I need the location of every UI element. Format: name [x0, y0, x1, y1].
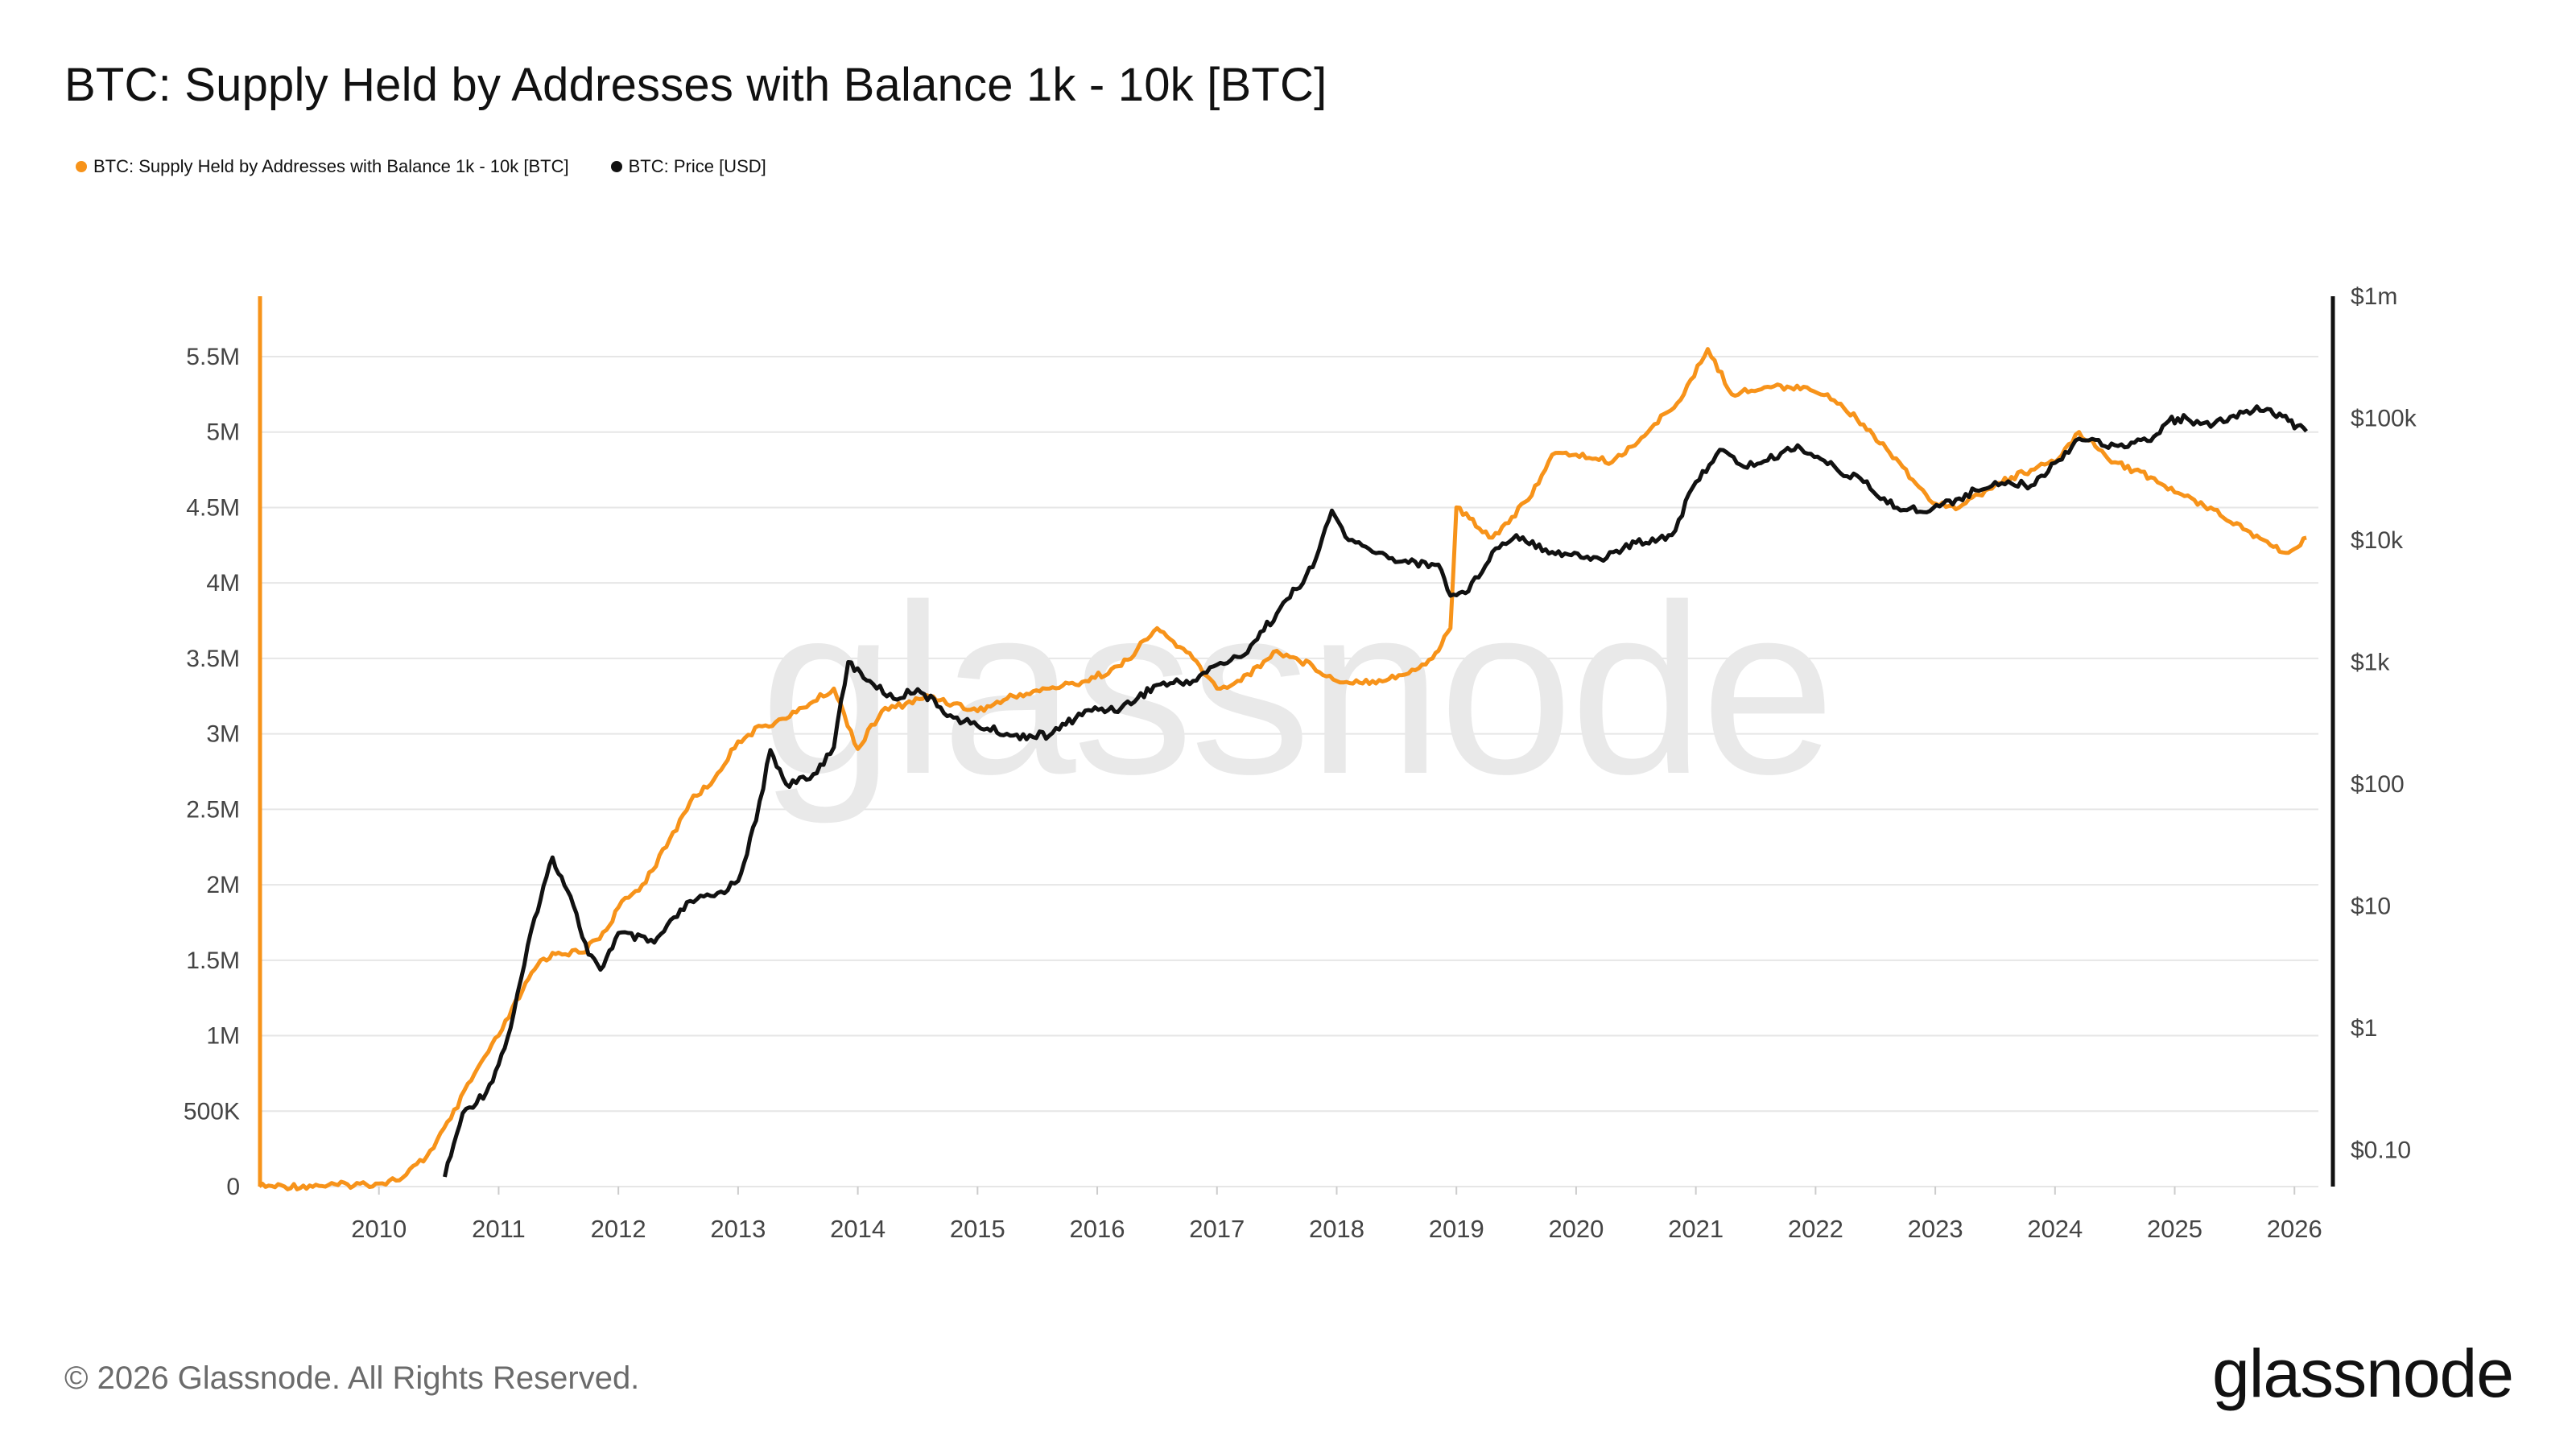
series-line-supply[interactable]	[258, 347, 2307, 1191]
y-right-tick-label: $10k	[2351, 527, 2404, 554]
x-tick-label: 2010	[351, 1215, 407, 1243]
page-title: BTC: Supply Held by Addresses with Balan…	[64, 59, 1327, 111]
brand-logo: glassnode	[2212, 1335, 2514, 1411]
legend-item-price[interactable]: BTC: Price [USD]	[610, 156, 766, 177]
x-tick-label: 2024	[2027, 1215, 2083, 1243]
y-left-tick-label: 500K	[184, 1098, 240, 1125]
x-tick-label: 2011	[472, 1215, 526, 1243]
y-right-tick-label: $1m	[2351, 283, 2397, 310]
y-left-tick-label: 4M	[206, 570, 240, 597]
x-tick-label: 2020	[1548, 1215, 1604, 1243]
y-right-tick-label: $10	[2351, 893, 2391, 919]
x-tick-label: 2017	[1189, 1215, 1245, 1243]
y-left-tick-label: 1M	[206, 1023, 240, 1050]
y-left-tick-label: 3.5M	[186, 646, 240, 672]
x-tick-label: 2016	[1070, 1215, 1125, 1243]
y-left-tick-label: 2.5M	[186, 796, 240, 823]
y-left-tick-label: 5.5M	[186, 344, 240, 370]
watermark: glassnode	[760, 554, 1832, 826]
y-right-tick-label: $1k	[2351, 649, 2390, 675]
legend-item-supply[interactable]: BTC: Supply Held by Addresses with Balan…	[76, 156, 569, 177]
y-left-tick-label: 5M	[206, 419, 240, 446]
x-tick-label: 2012	[591, 1215, 646, 1243]
gridlines	[259, 355, 2318, 1113]
x-tick-label: 2021	[1668, 1215, 1724, 1243]
legend-dot-supply	[76, 161, 87, 172]
series-layer	[258, 347, 2309, 1191]
y-right-tick-label: $0.10	[2351, 1137, 2411, 1163]
y-left-tick-label: 1.5M	[186, 947, 240, 974]
legend-label-supply: BTC: Supply Held by Addresses with Balan…	[93, 156, 569, 176]
y-left-tick-label: 4.5M	[186, 494, 240, 521]
x-tick-label: 2015	[950, 1215, 1005, 1243]
y-right-tick-label: $100k	[2351, 405, 2417, 431]
x-tick-label: 2018	[1309, 1215, 1364, 1243]
copyright: © 2026 Glassnode. All Rights Reserved.	[64, 1360, 640, 1396]
legend-dot-price	[610, 161, 622, 172]
x-tick-label: 2019	[1429, 1215, 1484, 1243]
legend: BTC: Supply Held by Addresses with Balan…	[76, 156, 766, 177]
y-right-tick-label: $100	[2351, 771, 2405, 798]
x-tick-label: 2026	[2267, 1215, 2322, 1243]
series-line-price[interactable]	[443, 404, 2309, 1178]
x-tick-label: 2022	[1788, 1215, 1843, 1243]
x-tick-label: 2014	[830, 1215, 886, 1243]
y-left-tick-label: 0	[226, 1174, 240, 1200]
y-left-tick-label: 2M	[206, 872, 240, 898]
axes	[258, 296, 2335, 1195]
tick-labels: 0 500K 1M 1.5M 2M 2.5M 3M 3.5M 4M 4.5M 5M 5.5M $0.10…	[184, 283, 2417, 1243]
y-right-tick-label: $1	[2351, 1015, 2377, 1042]
x-tick-label: 2023	[1908, 1215, 1963, 1243]
legend-label-price: BTC: Price [USD]	[628, 156, 766, 176]
x-tick-label: 2025	[2147, 1215, 2202, 1243]
y-left-tick-label: 3M	[206, 721, 240, 748]
x-tick-label: 2013	[710, 1215, 766, 1243]
